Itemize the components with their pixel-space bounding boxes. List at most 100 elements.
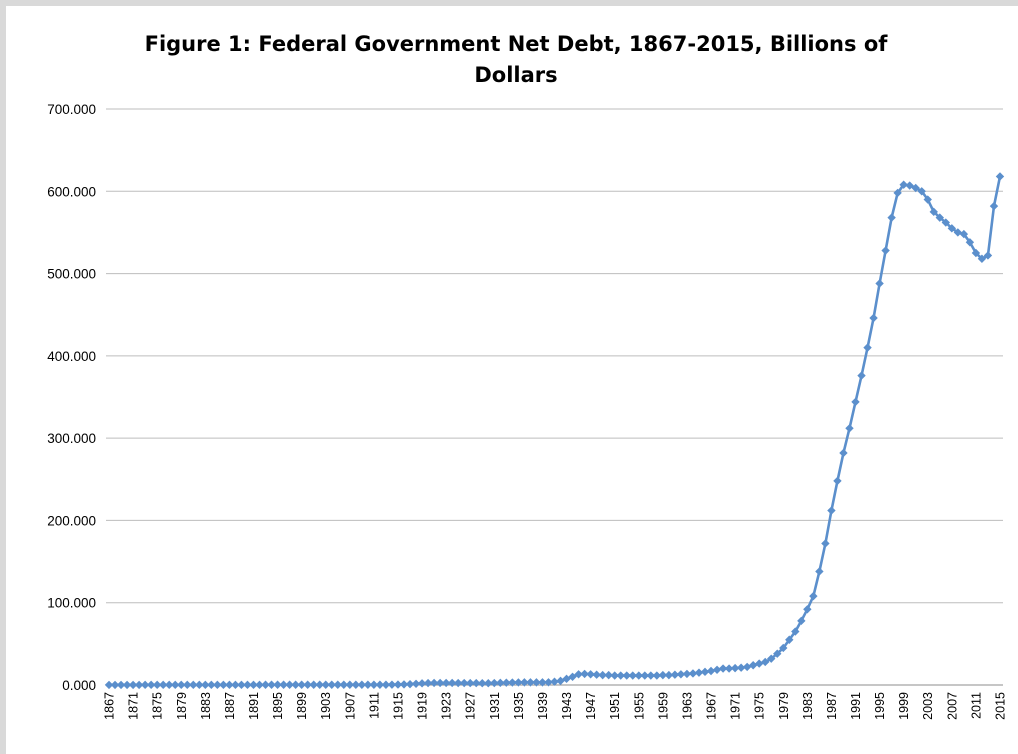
data-point	[773, 649, 782, 658]
data-point	[694, 668, 704, 677]
data-point	[797, 616, 806, 626]
data-point	[586, 670, 595, 679]
chart-frame: Figure 1: Federal Government Net Debt, 1…	[6, 6, 1018, 754]
x-tick-label: 1875	[151, 692, 165, 720]
data-point	[706, 666, 716, 676]
data-point	[520, 678, 529, 687]
x-tick-label: 2015	[993, 692, 1007, 720]
x-tick-label: 1915	[391, 692, 405, 720]
data-point	[977, 254, 987, 263]
x-tick-label: 1991	[849, 692, 863, 720]
y-tick-label: 300.000	[47, 431, 96, 446]
data-point	[616, 671, 625, 680]
data-point	[875, 279, 884, 288]
data-point	[851, 397, 860, 407]
data-point	[965, 238, 975, 247]
x-tick-label: 1967	[705, 692, 719, 720]
data-point	[315, 680, 324, 689]
data-point	[821, 539, 830, 548]
data-point	[429, 678, 439, 688]
x-tick-label: 1891	[247, 692, 261, 720]
data-point	[285, 680, 294, 689]
data-point	[140, 680, 150, 690]
y-tick-label: 100.000	[47, 596, 96, 611]
data-point	[309, 680, 318, 689]
data-point	[134, 680, 144, 690]
data-point	[514, 678, 523, 687]
data-point	[929, 207, 938, 217]
data-point	[369, 680, 379, 689]
x-tick-label: 1959	[656, 692, 670, 720]
data-point	[267, 680, 276, 689]
data-point	[201, 680, 210, 690]
x-tick-label: 1879	[175, 692, 189, 720]
data-point	[730, 663, 740, 673]
y-tick-label: 700.000	[47, 102, 96, 117]
data-point	[213, 680, 222, 690]
data-point	[863, 343, 872, 352]
data-point	[165, 680, 174, 690]
data-point	[568, 672, 577, 681]
data-point	[839, 448, 848, 458]
data-point	[652, 671, 662, 680]
data-point	[393, 680, 403, 689]
data-point	[815, 567, 824, 576]
x-tick-label: 1939	[536, 692, 550, 720]
y-tick-label: 400.000	[47, 349, 96, 364]
data-point	[502, 678, 511, 687]
data-point	[177, 680, 186, 690]
data-point	[688, 669, 698, 678]
data-point	[845, 424, 854, 433]
y-tick-label: 0.000	[62, 678, 96, 693]
x-tick-label: 1887	[223, 692, 237, 720]
data-point	[718, 664, 728, 673]
data-point	[189, 680, 198, 690]
data-point	[941, 218, 951, 227]
data-point	[508, 678, 517, 687]
data-point	[989, 201, 999, 211]
data-point	[947, 224, 957, 233]
data-point	[610, 671, 619, 680]
data-point	[152, 680, 162, 690]
x-tick-label: 1963	[680, 692, 694, 720]
data-point	[526, 678, 535, 687]
data-point	[249, 680, 258, 690]
data-point	[357, 680, 367, 689]
data-point	[550, 677, 559, 686]
data-point	[544, 678, 553, 687]
data-point	[122, 680, 132, 690]
data-point	[478, 678, 487, 688]
data-point	[664, 670, 674, 680]
x-tick-label: 1895	[271, 692, 285, 720]
data-point	[767, 654, 776, 663]
x-tick-label: 2003	[921, 692, 935, 720]
y-tick-label: 500.000	[47, 267, 96, 282]
data-point	[273, 680, 282, 689]
x-tick-label: 1919	[416, 692, 430, 720]
data-point	[574, 670, 583, 679]
data-point	[387, 680, 397, 689]
x-tick-label: 1931	[488, 692, 502, 720]
x-tick-label: 1987	[825, 692, 839, 720]
chart-title-line1: Figure 1: Federal Government Net Debt, 1…	[145, 32, 889, 56]
data-point	[640, 671, 650, 680]
data-point	[887, 213, 896, 222]
data-point	[538, 678, 547, 687]
x-tick-label: 1955	[632, 692, 646, 720]
data-point	[911, 183, 920, 193]
y-tick-label: 200.000	[47, 513, 96, 528]
data-point	[712, 665, 722, 674]
data-point	[724, 664, 734, 673]
x-tick-label: 1983	[801, 692, 815, 720]
data-point	[291, 680, 300, 689]
data-point	[381, 680, 391, 689]
data-point	[261, 680, 270, 689]
data-point	[375, 680, 385, 689]
data-point	[634, 671, 643, 680]
data-point	[748, 661, 758, 670]
data-point	[484, 678, 493, 688]
data-point	[333, 680, 342, 689]
y-tick-label: 600.000	[47, 184, 96, 199]
data-point	[532, 678, 541, 687]
x-tick-label: 1871	[127, 692, 141, 720]
